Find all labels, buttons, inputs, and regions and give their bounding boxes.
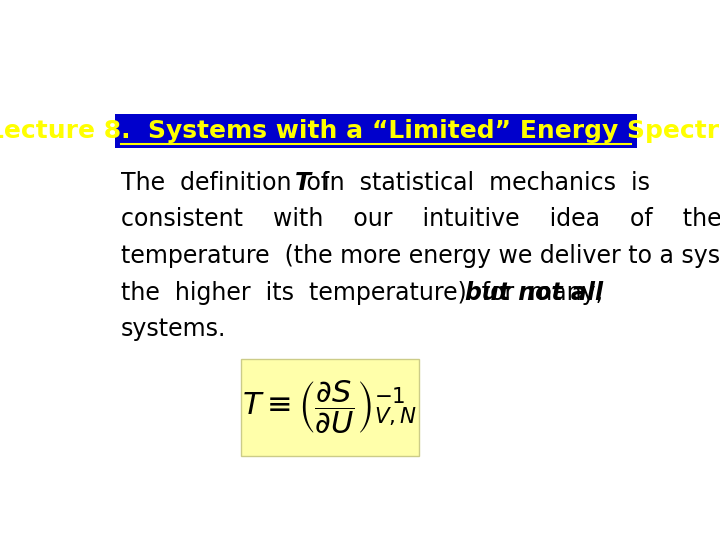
Text: the  higher  its  temperature)  for  many,: the higher its temperature) for many,: [121, 281, 618, 305]
FancyBboxPatch shape: [240, 359, 419, 456]
Text: $T \equiv \left( \dfrac{\partial S}{\partial U} \right)_{V,N}^{-1}$: $T \equiv \left( \dfrac{\partial S}{\par…: [243, 379, 418, 436]
FancyBboxPatch shape: [115, 114, 637, 148]
Text: consistent    with    our    intuitive    idea    of    the: consistent with our intuitive idea of th…: [121, 207, 720, 232]
Text: T: T: [294, 171, 311, 195]
Text: temperature  (the more energy we deliver to a system,: temperature (the more energy we deliver …: [121, 244, 720, 268]
Text: in  statistical  mechanics  is: in statistical mechanics is: [307, 171, 649, 195]
Text: The  definition  of: The definition of: [121, 171, 344, 195]
Text: Lecture 8.  Systems with a “Limited” Energy Spectrum: Lecture 8. Systems with a “Limited” Ener…: [0, 119, 720, 143]
Text: but not all: but not all: [465, 281, 603, 305]
Text: systems.: systems.: [121, 317, 226, 341]
